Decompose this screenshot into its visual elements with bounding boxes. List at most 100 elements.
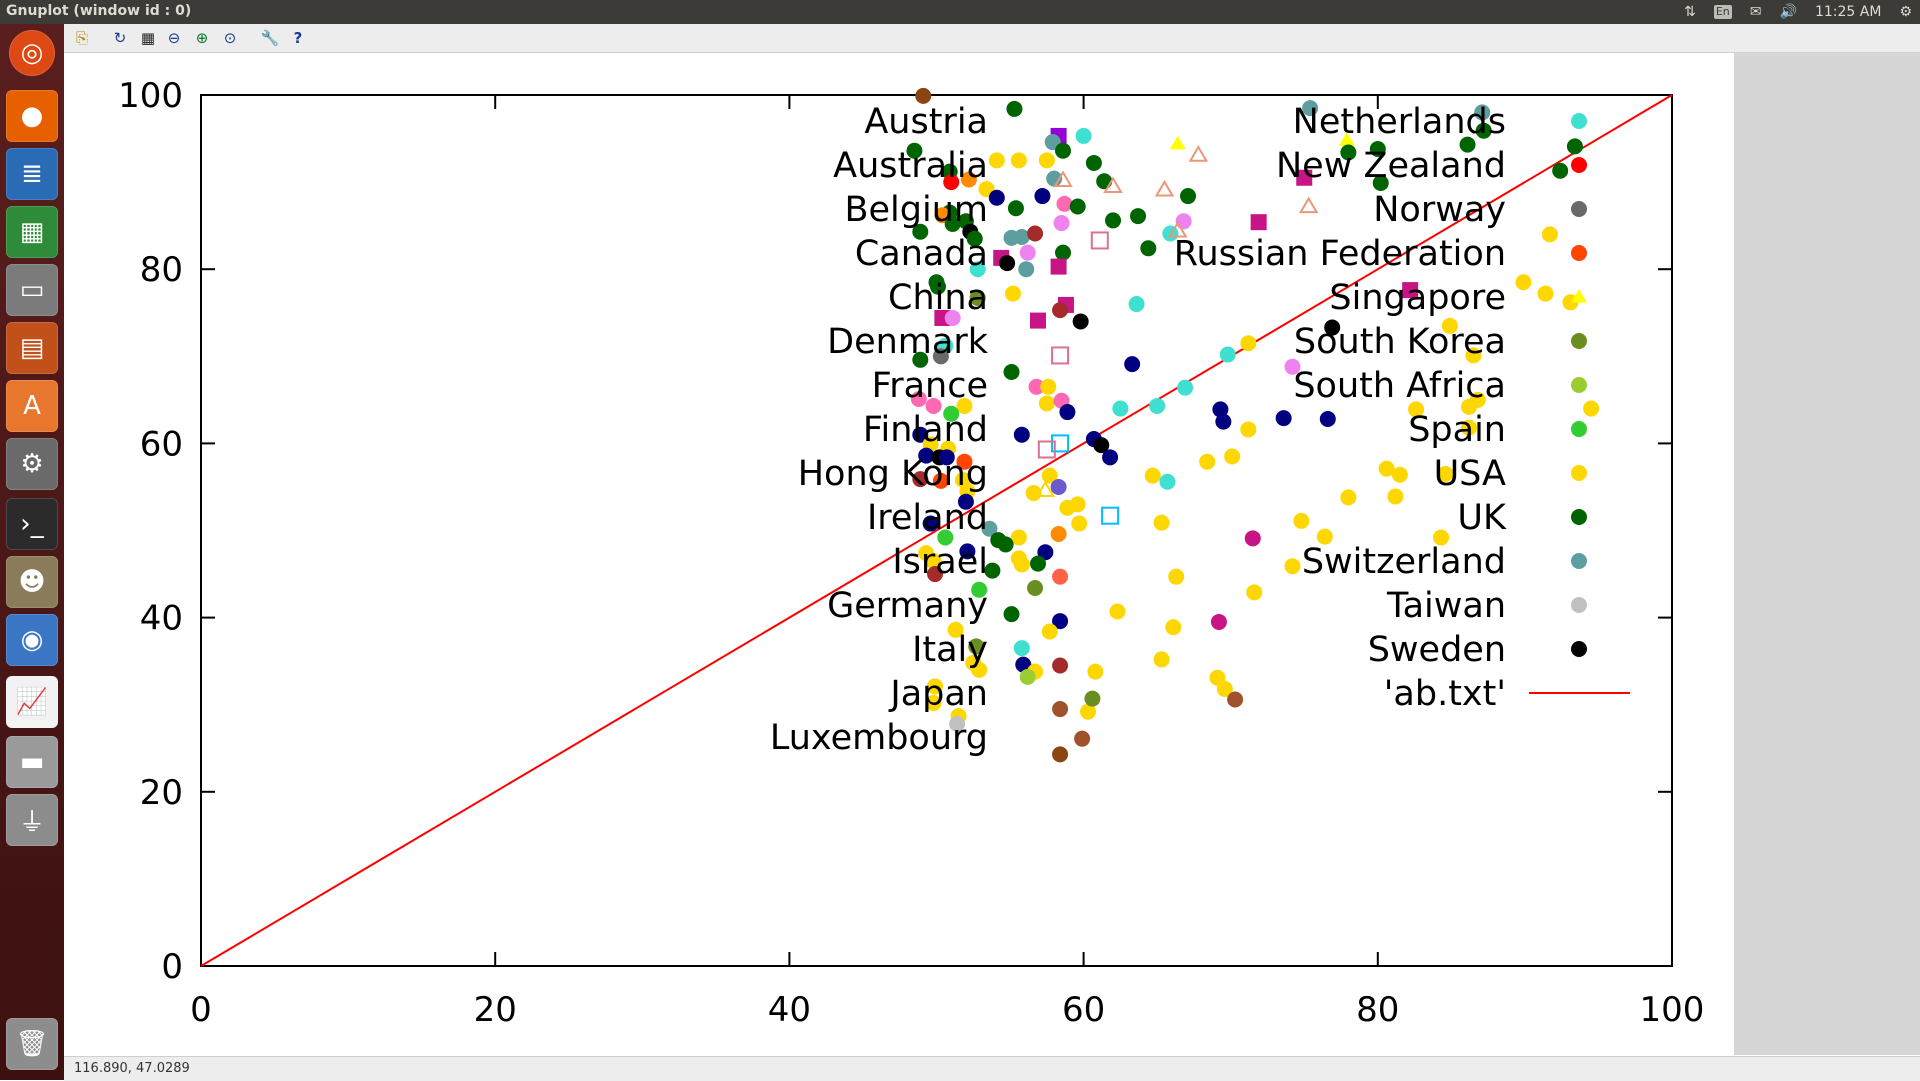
gear-icon[interactable]: ⚙ [1899,4,1912,20]
mouse-coordinates: 116.890, 47.0289 [74,1061,190,1076]
legend-label: Australia [833,146,988,186]
data-point [1051,346,1070,365]
legend-label: South Korea [1294,322,1506,362]
software-center-icon[interactable]: A [6,380,58,432]
legend-label: Canada [855,234,988,274]
data-point [1027,225,1044,242]
data-point [1244,530,1261,547]
data-point [1212,401,1229,418]
system-settings-icon[interactable]: ⚙ [6,438,58,490]
chrome-beta-icon[interactable]: ◉ [6,614,58,666]
mail-icon[interactable]: ✉ [1749,4,1762,20]
legend-marker [1571,509,1587,525]
data-point [1153,651,1170,668]
data-point [1465,347,1482,364]
data-point [937,529,954,546]
network-icon[interactable]: ⇅ [1684,4,1696,20]
data-point [1177,379,1194,396]
launcher: ◎ ● ≣ ▦ ▭ ▤ A ⚙ ›_ ☻ ◉ 📈 ▬ ⏚ 🗑 [0,24,64,1080]
replot-icon[interactable]: ↻ [113,29,127,47]
preferences-icon[interactable]: 🔧 [260,29,280,47]
data-point [1168,568,1185,585]
gnuplot-icon[interactable]: 📈 [6,676,58,728]
clock[interactable]: 11:25 AM [1814,4,1882,20]
grid-icon[interactable]: ▦ [140,29,156,47]
data-point [1180,188,1197,205]
gimp-icon[interactable]: ☻ [6,556,58,608]
top-panel: Gnuplot (window id : 0) ⇅ En ✉ 🔊 11:25 A… [0,0,1920,24]
data-point [1275,410,1292,427]
copy-clipboard-icon[interactable]: ⎘ [75,29,88,47]
calc-icon[interactable]: ▦ [6,206,58,258]
legend-label: Russian Federation [1174,234,1506,274]
terminal-icon[interactable]: ›_ [6,498,58,550]
ubuntu-logo-icon[interactable]: ◎ [9,30,55,76]
data-point [1050,258,1067,275]
data-point [971,661,988,678]
data-point [910,390,927,407]
data-point [1038,395,1055,412]
legend-marker [1571,289,1587,303]
files-icon[interactable]: ▭ [6,264,58,316]
data-point [1052,613,1069,630]
trash-icon[interactable]: 🗑 [6,1018,58,1070]
zoom-next-icon[interactable]: ⊕ [195,29,209,47]
data-point [1105,212,1122,229]
volume-icon[interactable]: 🔊 [1779,4,1797,20]
data-point [957,493,974,510]
data-point [1103,176,1123,194]
data-point [1240,421,1257,438]
usb-icon[interactable]: ⏚ [6,794,58,846]
data-point [912,351,929,368]
data-point [1085,154,1102,171]
data-point [1102,449,1119,466]
data-point [956,397,973,414]
data-point [1149,397,1166,414]
data-point [1250,214,1267,231]
data-point [988,152,1005,169]
data-point [912,471,929,488]
data-point [1051,434,1070,453]
data-point [1552,162,1569,179]
legend-label: Norway [1373,190,1506,230]
legend-label: Israel [892,542,988,582]
data-point [1004,285,1021,302]
data-point [1029,555,1046,572]
data-point [1216,681,1233,698]
data-point [1437,465,1454,482]
data-point [1537,285,1554,302]
writer-icon[interactable]: ≣ [6,148,58,200]
data-point [956,453,973,470]
unzoom-icon[interactable]: ⊙ [223,29,237,47]
data-point [1144,467,1161,484]
zoom-previous-icon[interactable]: ⊖ [167,29,181,47]
data-point [927,678,944,695]
firefox-icon[interactable]: ● [6,90,58,142]
data-point [969,261,986,278]
data-point [1583,400,1600,417]
impress-icon[interactable]: ▤ [6,322,58,374]
data-point [1050,525,1067,542]
data-point [915,87,932,104]
x-tick-label: 0 [190,990,212,1030]
data-point [1015,656,1032,673]
data-point [984,562,1001,579]
plot-canvas[interactable]: 0 20 40 60 80 100 0 20 40 60 80 100 Austria Australi… [64,53,1734,1055]
data-point [938,449,955,466]
data-point [1475,122,1492,139]
legend-label: Austria [864,102,988,142]
data-point [981,520,998,537]
help-icon[interactable]: ? [293,29,303,47]
data-point [1246,584,1263,601]
ab-line [200,94,1673,967]
keyboard-indicator[interactable]: En [1713,5,1732,19]
data-point [1096,173,1113,190]
data-point [1340,144,1357,161]
x-tick-label: 20 [474,990,517,1030]
data-point [925,694,942,711]
data-point [1372,174,1389,191]
data-point [1302,100,1319,117]
drive-icon[interactable]: ▬ [6,736,58,788]
data-point [1199,453,1216,470]
legend-label: Sweden [1368,630,1506,670]
